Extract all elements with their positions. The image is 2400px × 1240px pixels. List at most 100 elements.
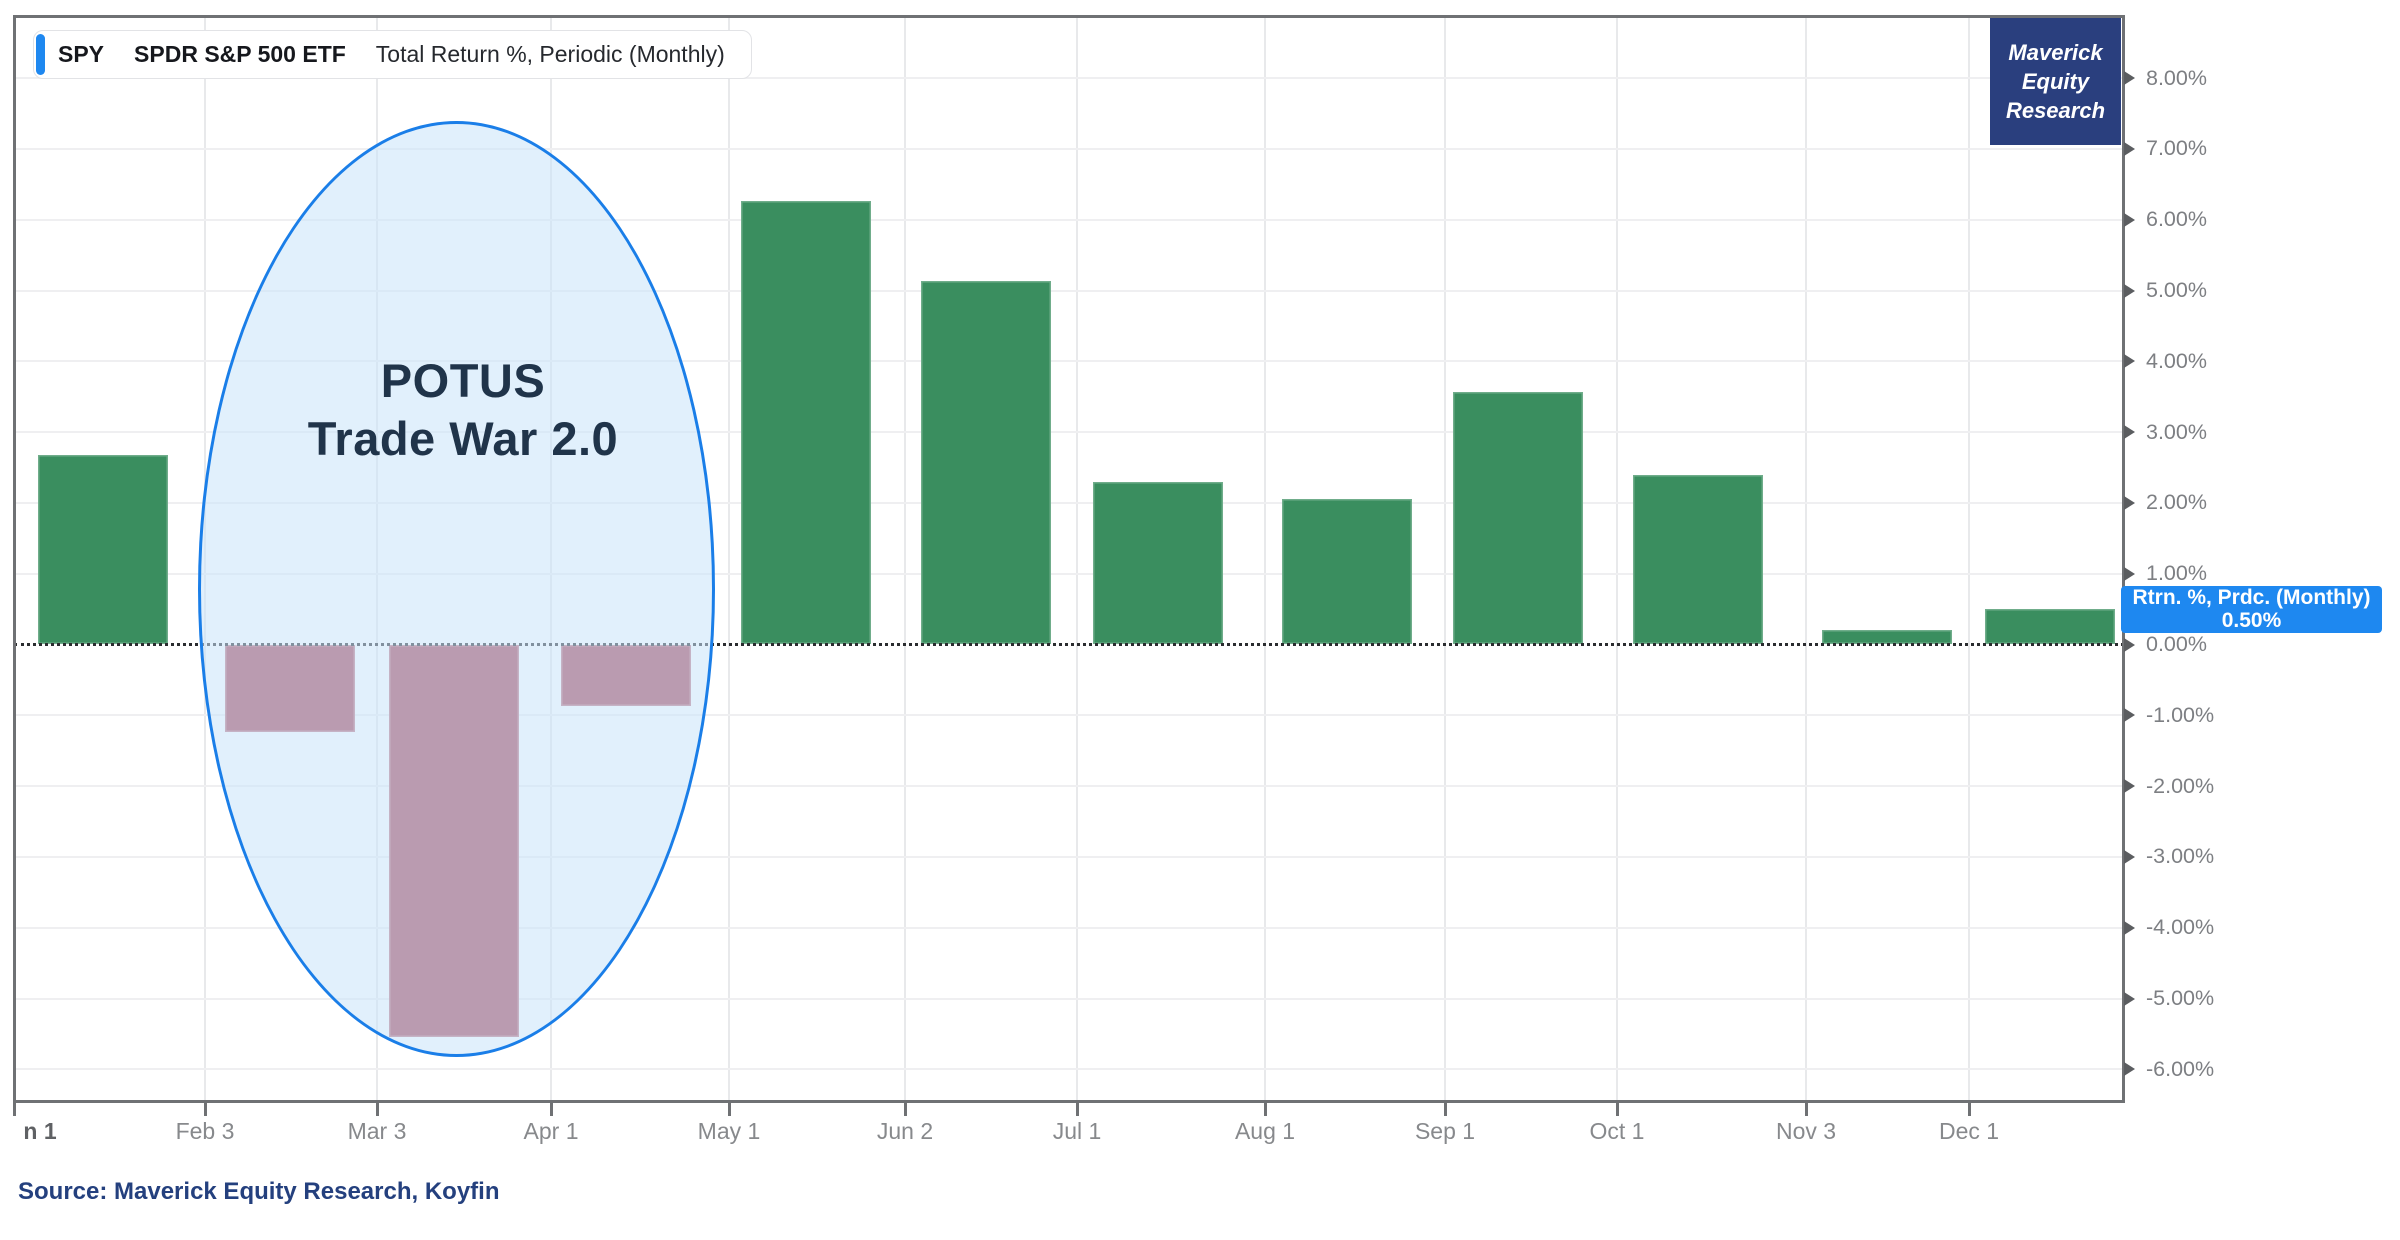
y-axis-label: -3.00%: [2146, 844, 2215, 869]
y-axis-label: 5.00%: [2146, 278, 2207, 302]
x-axis-tickmark: [1264, 1103, 1267, 1116]
x-axis-label: May 1: [697, 1118, 761, 1144]
bar-mar[interactable]: [389, 644, 519, 1037]
x-axis-label: Sep 1: [1414, 1118, 1476, 1144]
series-legend[interactable]: SPY SPDR S&P 500 ETF Total Return %, Per…: [33, 30, 752, 79]
gridline-vertical: [1805, 16, 1807, 1101]
gridline-horizontal: [14, 855, 2124, 858]
axis-tick-arrow-icon: [2124, 71, 2135, 86]
bar-feb[interactable]: [225, 644, 355, 733]
gridline-horizontal: [14, 360, 2124, 363]
x-axis-label: Jul 1: [1052, 1118, 1102, 1144]
bar-jun[interactable]: [921, 281, 1051, 645]
x-axis-label: Feb 3: [175, 1118, 235, 1144]
y-axis-label: -5.00%: [2146, 986, 2215, 1010]
gridline-vertical: [550, 16, 552, 1101]
y-axis-tick: 0.00%: [2124, 632, 2207, 658]
y-axis-tick: -1.00%: [2124, 702, 2214, 728]
brand-watermark: Maverick Equity Research: [1990, 18, 2121, 145]
bar-oct[interactable]: [1633, 475, 1763, 645]
bar-sep[interactable]: [1453, 392, 1583, 645]
watermark-line-3: Research: [2005, 98, 2106, 123]
gridline-horizontal: [14, 572, 2124, 575]
gridline-horizontal: [14, 997, 2124, 1000]
y-axis-label: 6.00%: [2146, 207, 2207, 232]
gridline-vertical: [1616, 16, 1618, 1101]
y-axis-tick: -6.00%: [2124, 1056, 2214, 1082]
y-axis-tick: -3.00%: [2124, 844, 2214, 870]
y-axis-label: 1.00%: [2146, 561, 2207, 586]
gridline-vertical: [376, 16, 378, 1101]
bar-aug[interactable]: [1282, 499, 1412, 645]
y-axis-tick: 3.00%: [2124, 419, 2207, 445]
x-axis-label: Jun 2: [876, 1118, 934, 1144]
axis-tick-arrow-icon: [2124, 637, 2135, 652]
x-axis-tickmark: [204, 1103, 207, 1116]
axis-tick-arrow-icon: [2124, 566, 2135, 581]
axis-tick-arrow-icon: [2124, 495, 2135, 510]
axis-tick-arrow-icon: [2124, 779, 2135, 794]
gridline-horizontal: [14, 501, 2124, 504]
y-axis-tick: 1.00%: [2124, 561, 2207, 587]
gridline-horizontal: [14, 926, 2124, 929]
y-axis-label: 8.00%: [2146, 65, 2207, 90]
last-value-badge: Rtrn. %, Prdc. (Monthly) 0.50%: [2121, 586, 2382, 633]
x-axis-tickmark: [1968, 1103, 1971, 1116]
badge-value: 0.50%: [2221, 608, 2282, 632]
bar-dec[interactable]: [1985, 609, 2115, 645]
x-axis-label: Aug 1: [1234, 1118, 1296, 1144]
watermark-line-2: Equity: [2021, 69, 2090, 94]
y-axis-tick: -2.00%: [2124, 773, 2214, 799]
gridline-horizontal: [14, 147, 2124, 150]
y-axis-label: -4.00%: [2146, 915, 2215, 940]
gridline-vertical: [728, 16, 730, 1101]
gridline-horizontal: [14, 785, 2124, 788]
x-axis-label: Oct 1: [1589, 1118, 1645, 1144]
bar-may[interactable]: [741, 200, 871, 645]
bar-jan[interactable]: [38, 454, 168, 645]
y-axis-label: 0.00%: [2146, 632, 2207, 656]
axis-tick-arrow-icon: [2124, 354, 2135, 369]
y-axis-tick: 5.00%: [2124, 278, 2207, 304]
axis-tick-arrow-icon: [2124, 708, 2135, 723]
plot-border: [13, 15, 2125, 1103]
gridline-vertical: [904, 16, 906, 1101]
y-axis-label: 2.00%: [2146, 490, 2207, 515]
axis-tick-arrow-icon: [2124, 920, 2135, 935]
x-axis-label: n 1: [23, 1118, 57, 1144]
gridline-horizontal: [14, 1068, 2124, 1071]
x-axis-tickmark: [1805, 1103, 1808, 1116]
bar-nov[interactable]: [1822, 630, 1952, 645]
y-axis-label: 4.00%: [2146, 348, 2207, 373]
y-axis-tick: 2.00%: [2124, 490, 2207, 516]
legend-series-name: SPDR S&P 500 ETF: [134, 41, 346, 67]
gridline-vertical: [1968, 16, 1970, 1101]
x-axis-tickmark: [13, 1103, 16, 1116]
y-axis-tick: 6.00%: [2124, 207, 2207, 233]
y-axis-tick: 8.00%: [2124, 65, 2207, 91]
axis-tick-arrow-icon: [2124, 141, 2135, 156]
gridline-vertical: [1444, 16, 1446, 1101]
watermark-line-1: Maverick: [2008, 40, 2103, 65]
axis-tick-arrow-icon: [2124, 1062, 2135, 1077]
x-axis-tickmark: [1444, 1103, 1447, 1116]
y-axis-label: -1.00%: [2146, 702, 2215, 727]
axis-tick-arrow-icon: [2124, 212, 2135, 227]
x-axis-label: Dec 1: [1938, 1118, 2000, 1144]
legend-ticker: SPY: [58, 41, 105, 67]
gridline-horizontal: [14, 431, 2124, 434]
y-axis-tick: -5.00%: [2124, 986, 2214, 1012]
y-axis-label: 3.00%: [2146, 419, 2207, 444]
y-axis-tick: 4.00%: [2124, 348, 2207, 374]
y-axis-label: -2.00%: [2146, 773, 2215, 798]
x-axis-tickmark: [1076, 1103, 1079, 1116]
x-axis-tickmark: [1616, 1103, 1619, 1116]
bar-apr[interactable]: [561, 644, 691, 707]
gridline-vertical: [204, 16, 206, 1101]
source-caption: Source: Maverick Equity Research, Koyfin: [18, 1178, 500, 1205]
bar-jul[interactable]: [1093, 482, 1223, 645]
y-axis-tick: -4.00%: [2124, 915, 2214, 941]
badge-label: Rtrn. %, Prdc. (Monthly): [2132, 586, 2371, 609]
axis-tick-arrow-icon: [2124, 991, 2135, 1006]
